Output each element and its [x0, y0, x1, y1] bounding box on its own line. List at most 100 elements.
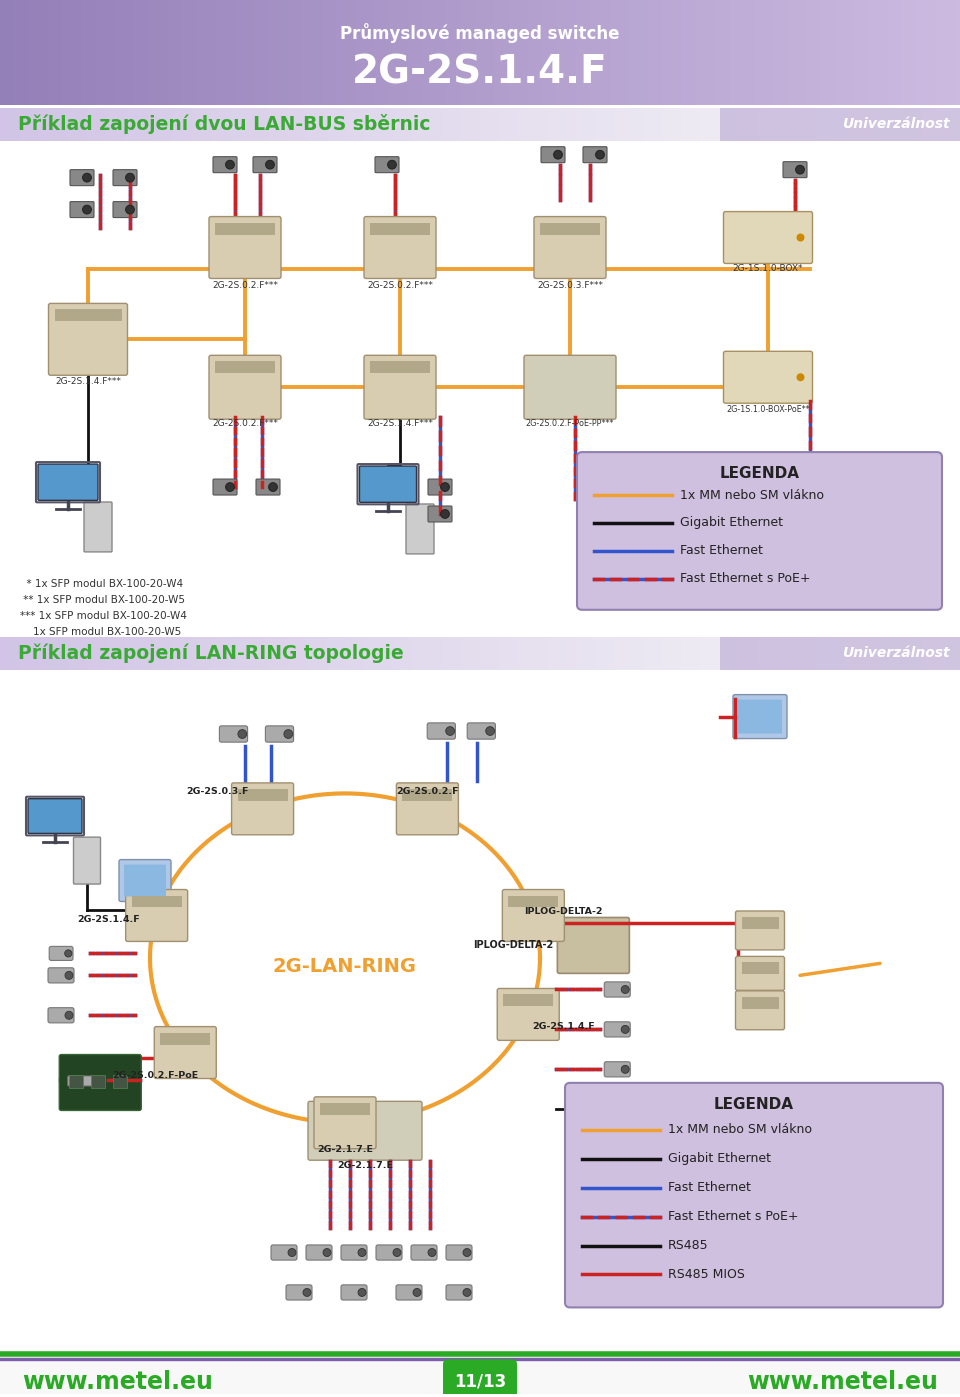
- Bar: [653, 0, 658, 105]
- Text: 1x MM nebo SM vlákno: 1x MM nebo SM vlákno: [680, 489, 824, 502]
- Bar: [638, 0, 643, 105]
- FancyBboxPatch shape: [306, 1245, 332, 1260]
- Bar: [307, 0, 312, 105]
- Bar: [125, 637, 134, 669]
- FancyBboxPatch shape: [735, 990, 784, 1030]
- Bar: [29, 108, 38, 141]
- Text: Univerzálnost: Univerzálnost: [842, 117, 950, 131]
- Bar: [278, 0, 283, 105]
- Bar: [160, 1032, 210, 1045]
- Bar: [722, 1215, 736, 1229]
- Bar: [730, 108, 739, 141]
- Bar: [288, 0, 293, 105]
- Bar: [701, 637, 710, 669]
- FancyBboxPatch shape: [265, 726, 294, 742]
- Circle shape: [554, 151, 563, 159]
- Bar: [902, 0, 907, 105]
- Bar: [741, 963, 779, 974]
- Bar: [269, 0, 274, 105]
- Bar: [557, 637, 566, 669]
- Text: 2G-2S.0.2.F-PoE-PP***: 2G-2S.0.2.F-PoE-PP***: [526, 419, 614, 427]
- FancyBboxPatch shape: [359, 467, 417, 503]
- Bar: [816, 0, 821, 105]
- Bar: [106, 108, 115, 141]
- Bar: [864, 0, 869, 105]
- Bar: [797, 108, 806, 141]
- Bar: [547, 0, 552, 105]
- Bar: [499, 637, 509, 669]
- Bar: [312, 0, 317, 105]
- Bar: [763, 0, 768, 105]
- Bar: [854, 0, 859, 105]
- FancyBboxPatch shape: [84, 502, 112, 552]
- FancyBboxPatch shape: [70, 201, 94, 218]
- Circle shape: [83, 173, 91, 182]
- Text: 2G-2S.0.2.F: 2G-2S.0.2.F: [396, 787, 459, 796]
- FancyBboxPatch shape: [738, 700, 782, 733]
- Bar: [19, 637, 29, 669]
- Bar: [451, 637, 461, 669]
- Circle shape: [284, 729, 293, 739]
- Bar: [211, 0, 216, 105]
- Bar: [739, 637, 749, 669]
- Text: Příklad zapojení LAN-RING topologie: Příklad zapojení LAN-RING topologie: [18, 644, 404, 664]
- Bar: [907, 0, 912, 105]
- Bar: [734, 0, 739, 105]
- Bar: [835, 0, 840, 105]
- Bar: [758, 108, 768, 141]
- Bar: [134, 0, 139, 105]
- Bar: [178, 0, 182, 105]
- FancyBboxPatch shape: [720, 108, 960, 141]
- Bar: [139, 0, 144, 105]
- Bar: [720, 108, 730, 141]
- Bar: [331, 0, 336, 105]
- Bar: [845, 637, 854, 669]
- Bar: [749, 637, 758, 669]
- Bar: [250, 637, 259, 669]
- Bar: [230, 637, 240, 669]
- Bar: [730, 0, 734, 105]
- Bar: [686, 0, 691, 105]
- Bar: [672, 0, 677, 105]
- Bar: [293, 0, 298, 105]
- Bar: [494, 0, 499, 105]
- Bar: [715, 0, 720, 105]
- FancyBboxPatch shape: [724, 211, 812, 264]
- Bar: [941, 637, 950, 669]
- Text: Gigabit Ethernet: Gigabit Ethernet: [680, 517, 783, 529]
- Bar: [77, 108, 86, 141]
- Bar: [653, 108, 662, 141]
- FancyBboxPatch shape: [588, 495, 612, 504]
- Text: Fast Ethernet: Fast Ethernet: [668, 1180, 751, 1194]
- Bar: [605, 0, 610, 105]
- FancyBboxPatch shape: [534, 217, 606, 278]
- Text: Univerzálnost: Univerzálnost: [842, 647, 950, 661]
- Bar: [749, 108, 758, 141]
- FancyBboxPatch shape: [256, 479, 280, 495]
- Bar: [0, 108, 10, 141]
- Bar: [432, 0, 437, 105]
- Bar: [741, 916, 779, 929]
- FancyBboxPatch shape: [446, 1285, 472, 1301]
- Bar: [504, 0, 509, 105]
- Bar: [586, 108, 595, 141]
- Bar: [485, 0, 490, 105]
- FancyBboxPatch shape: [446, 1245, 472, 1260]
- Bar: [14, 0, 19, 105]
- Bar: [874, 637, 883, 669]
- Bar: [766, 1215, 780, 1229]
- Bar: [418, 0, 422, 105]
- Bar: [874, 0, 878, 105]
- Circle shape: [797, 373, 804, 381]
- FancyBboxPatch shape: [428, 479, 452, 495]
- Bar: [811, 0, 816, 105]
- Bar: [408, 0, 413, 105]
- Bar: [590, 0, 595, 105]
- Text: 2G-2S.1.4.F: 2G-2S.1.4.F: [77, 915, 140, 925]
- Text: Fast Ethernet s PoE+: Fast Ethernet s PoE+: [680, 573, 810, 585]
- Text: Průmyslové managed switche: Průmyslové managed switche: [340, 22, 620, 43]
- Bar: [115, 0, 120, 105]
- Bar: [34, 0, 38, 105]
- Bar: [307, 637, 317, 669]
- Bar: [725, 0, 730, 105]
